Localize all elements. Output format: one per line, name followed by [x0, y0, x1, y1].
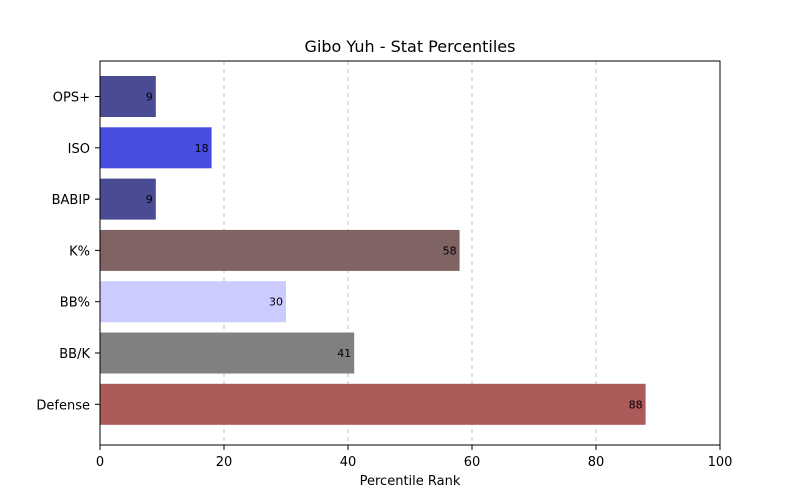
x-tick-label: 60	[464, 455, 481, 470]
bar-value-label: 18	[195, 142, 209, 155]
x-tick-label: 40	[340, 455, 357, 470]
x-axis-ticks: 0 20 40 60 80 100	[96, 445, 733, 470]
y-tick-label: BB/K	[59, 347, 90, 362]
bar	[100, 281, 286, 323]
bar-value-label: 58	[443, 244, 457, 257]
y-axis-ticks: OPS+ ISO BABIP K% BB% BB/K Defense	[36, 91, 100, 413]
bar-value-label: 9	[146, 193, 153, 206]
bar-value-label: 9	[146, 91, 153, 104]
bar	[100, 383, 646, 425]
bar-value-label: 88	[629, 398, 643, 411]
bar	[100, 76, 156, 117]
bar	[100, 127, 212, 169]
y-tick-label: OPS+	[53, 91, 90, 106]
bar	[100, 178, 156, 220]
bar-value-label: 41	[337, 347, 351, 360]
chart-title: Gibo Yuh - Stat Percentiles	[305, 37, 516, 56]
bar	[100, 229, 460, 271]
bar-value-label: 30	[269, 296, 283, 309]
plot-frame	[99, 60, 721, 446]
x-tick-label: 0	[96, 455, 104, 470]
x-tick-label: 80	[588, 455, 605, 470]
bars: 9 18 9 58 30 41 88	[100, 76, 646, 425]
bar	[100, 332, 355, 374]
y-tick-label: Defense	[36, 398, 90, 413]
x-tick-label: 100	[708, 455, 733, 470]
x-axis-label: Percentile Rank	[360, 474, 461, 489]
y-tick-label: ISO	[68, 142, 90, 157]
y-tick-label: BABIP	[52, 193, 91, 208]
x-tick-label: 20	[216, 455, 233, 470]
y-tick-label: BB%	[60, 296, 90, 311]
y-tick-label: K%	[69, 244, 90, 259]
